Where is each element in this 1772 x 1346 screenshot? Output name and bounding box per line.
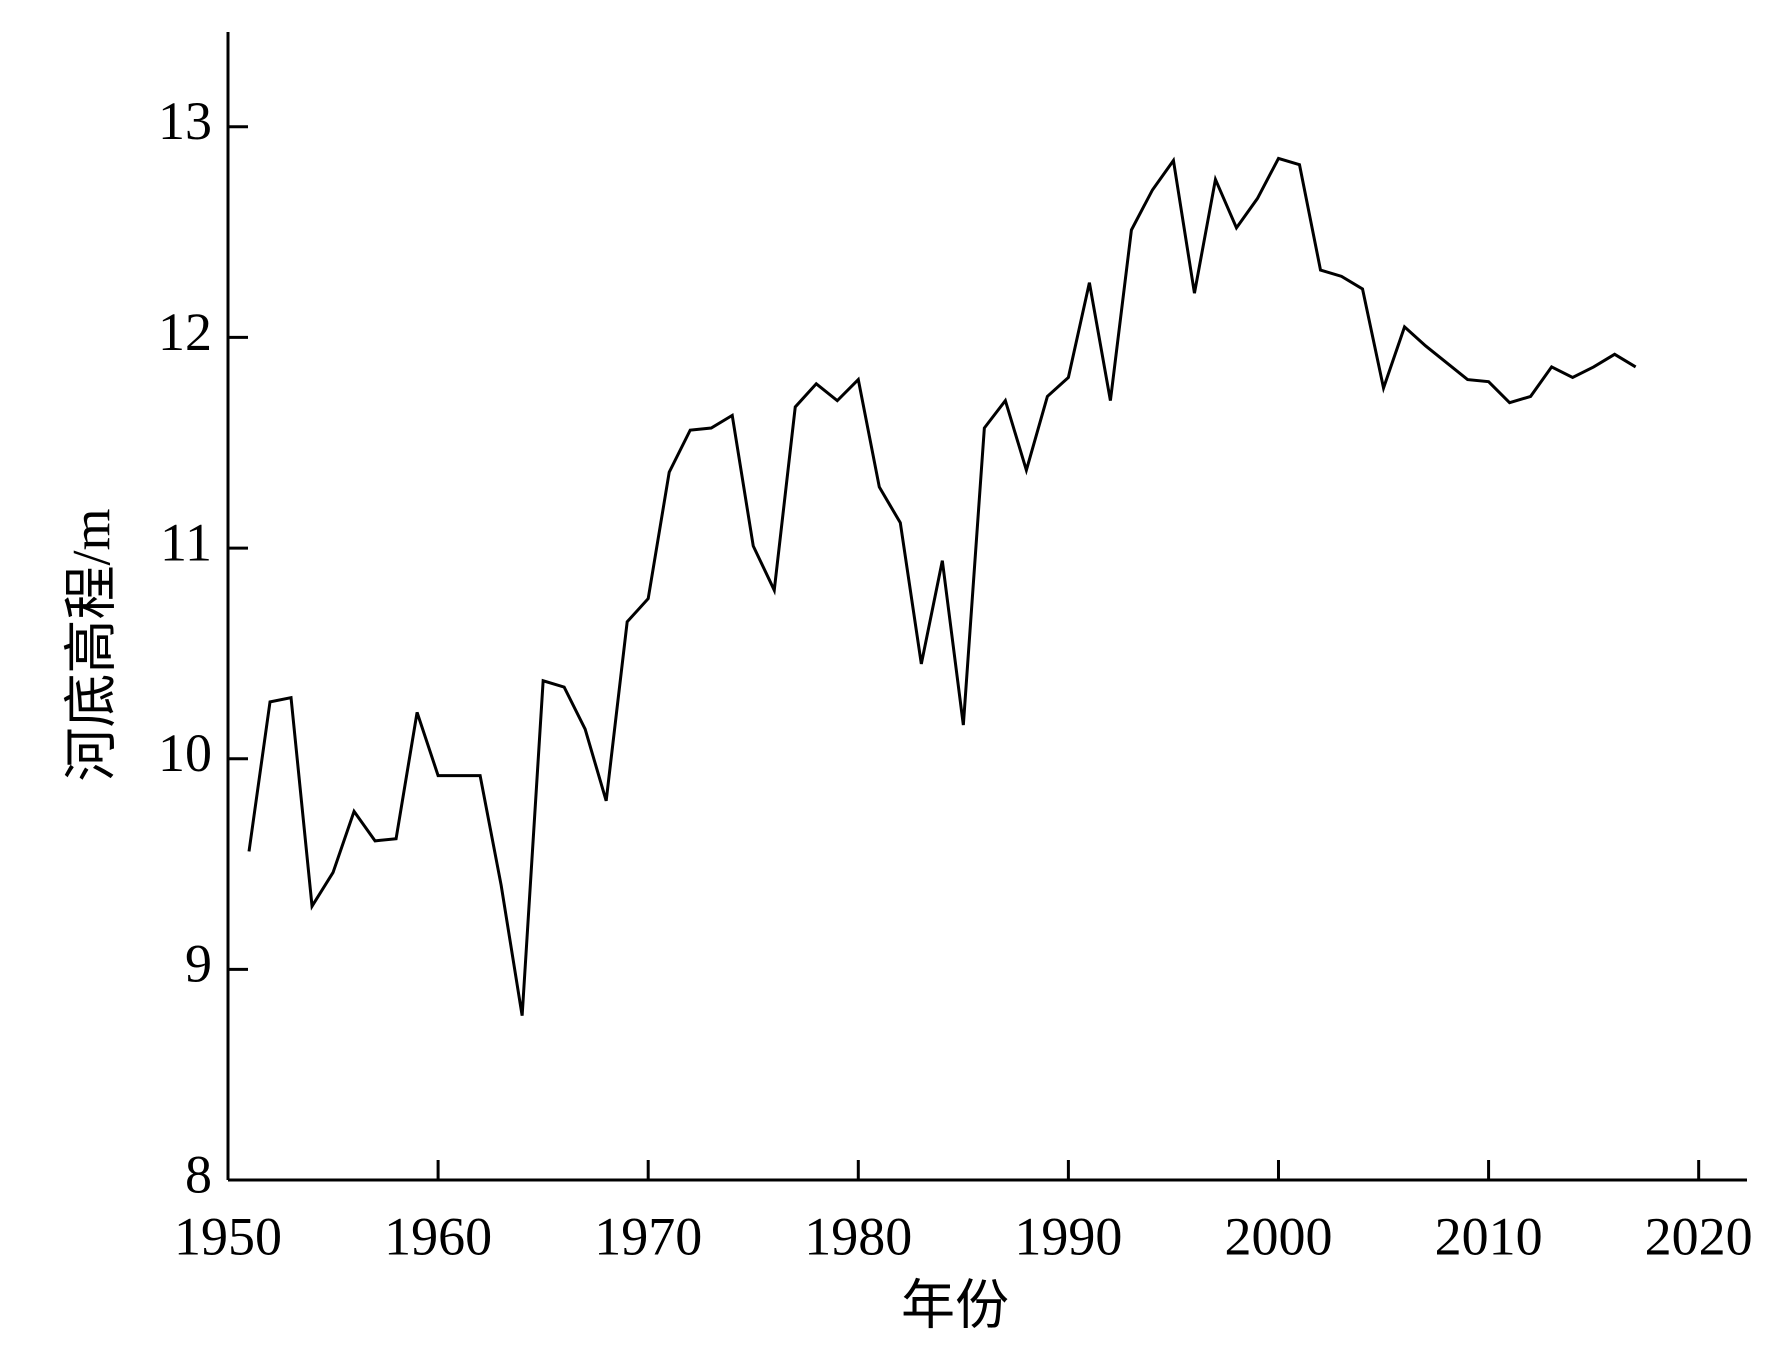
x-tick-label: 1970: [594, 1206, 702, 1266]
y-axis-label: 河底高程/m: [61, 508, 121, 781]
y-tick-label: 8: [185, 1144, 212, 1204]
y-tick-label: 13: [158, 91, 212, 151]
x-tick-label: 2000: [1224, 1206, 1332, 1266]
x-tick-label: 1980: [804, 1206, 912, 1266]
y-tick-label: 12: [158, 302, 212, 362]
x-tick-label: 2020: [1645, 1206, 1753, 1266]
data-line: [247, 156, 1637, 1016]
x-tick-label: 2010: [1435, 1206, 1543, 1266]
y-tick-label: 11: [160, 512, 212, 572]
x-tick-label: 1990: [1014, 1206, 1122, 1266]
x-tick-label: 1950: [174, 1206, 282, 1266]
x-axis-label: 年份: [901, 1275, 1009, 1335]
y-tick-label: 9: [185, 934, 212, 994]
x-tick-label: 1960: [384, 1206, 492, 1266]
y-tick-label: 10: [158, 723, 212, 783]
